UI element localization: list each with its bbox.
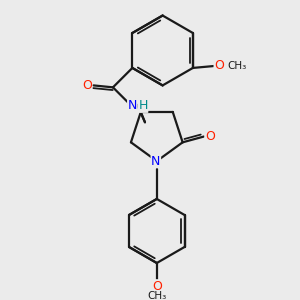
Text: O: O: [205, 130, 215, 143]
Text: O: O: [152, 280, 162, 293]
Text: CH₃: CH₃: [228, 61, 247, 71]
Text: O: O: [82, 79, 92, 92]
Text: O: O: [214, 59, 224, 73]
Text: H: H: [138, 99, 148, 112]
Text: N: N: [128, 99, 137, 112]
Text: CH₃: CH₃: [147, 291, 167, 300]
Text: N: N: [151, 154, 160, 168]
